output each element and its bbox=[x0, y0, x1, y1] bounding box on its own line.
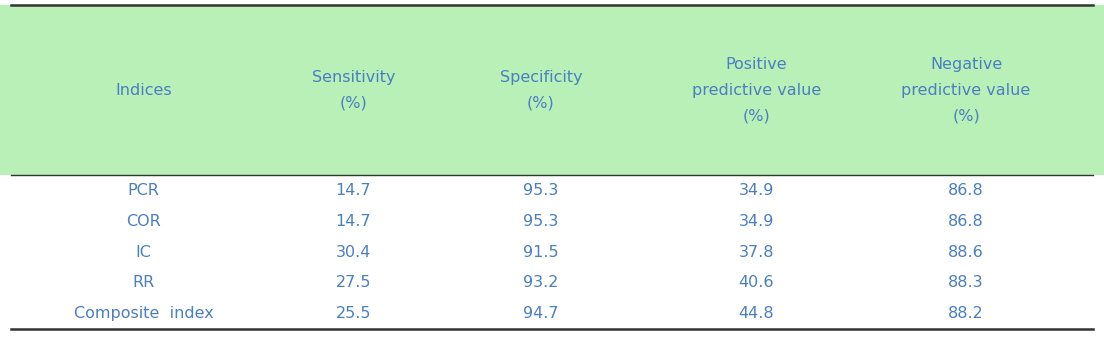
Text: 94.7: 94.7 bbox=[523, 306, 559, 321]
Text: RR: RR bbox=[132, 275, 155, 290]
Text: Composite  index: Composite index bbox=[74, 306, 213, 321]
Text: 95.3: 95.3 bbox=[523, 183, 559, 198]
Text: 27.5: 27.5 bbox=[336, 275, 371, 290]
Text: Positive: Positive bbox=[725, 57, 787, 72]
Text: 93.2: 93.2 bbox=[523, 275, 559, 290]
Text: (%): (%) bbox=[527, 95, 555, 110]
Text: 30.4: 30.4 bbox=[336, 244, 371, 260]
Text: (%): (%) bbox=[952, 108, 980, 123]
Text: 88.3: 88.3 bbox=[948, 275, 984, 290]
Text: 37.8: 37.8 bbox=[739, 244, 774, 260]
Text: Indices: Indices bbox=[115, 83, 172, 98]
Text: 86.8: 86.8 bbox=[948, 214, 984, 229]
Text: 14.7: 14.7 bbox=[336, 214, 371, 229]
Text: (%): (%) bbox=[339, 95, 368, 110]
Text: 91.5: 91.5 bbox=[523, 244, 559, 260]
Text: 86.8: 86.8 bbox=[948, 183, 984, 198]
Text: 34.9: 34.9 bbox=[739, 214, 774, 229]
Text: predictive value: predictive value bbox=[901, 83, 1031, 98]
Text: 34.9: 34.9 bbox=[739, 183, 774, 198]
Text: 40.6: 40.6 bbox=[739, 275, 774, 290]
Text: IC: IC bbox=[136, 244, 151, 260]
Text: 25.5: 25.5 bbox=[336, 306, 371, 321]
Text: Specificity: Specificity bbox=[500, 70, 582, 85]
Text: 88.6: 88.6 bbox=[948, 244, 984, 260]
Text: COR: COR bbox=[126, 214, 161, 229]
Text: 14.7: 14.7 bbox=[336, 183, 371, 198]
Text: (%): (%) bbox=[742, 108, 771, 123]
Text: PCR: PCR bbox=[128, 183, 159, 198]
Text: Negative: Negative bbox=[930, 57, 1002, 72]
Text: predictive value: predictive value bbox=[691, 83, 821, 98]
Text: Sensitivity: Sensitivity bbox=[311, 70, 395, 85]
Text: 88.2: 88.2 bbox=[948, 306, 984, 321]
Text: 44.8: 44.8 bbox=[739, 306, 774, 321]
Text: 95.3: 95.3 bbox=[523, 214, 559, 229]
Bar bbox=[0, 5, 1104, 175]
